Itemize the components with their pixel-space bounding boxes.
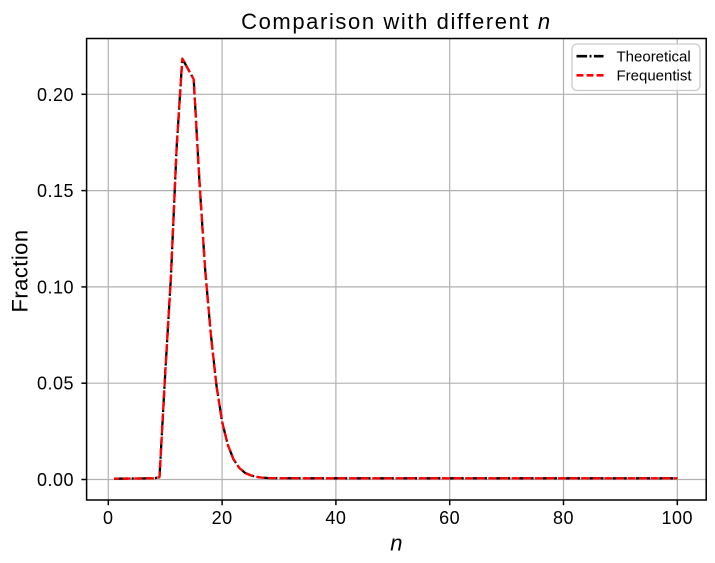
svg-text:40: 40 [325, 508, 346, 528]
svg-text:0.15: 0.15 [37, 181, 74, 201]
svg-text:20: 20 [212, 508, 233, 528]
svg-text:n: n [390, 530, 402, 555]
svg-text:100: 100 [662, 508, 694, 528]
svg-text:80: 80 [553, 508, 574, 528]
svg-text:0.00: 0.00 [37, 470, 74, 490]
svg-text:Fraction: Fraction [8, 229, 33, 312]
svg-text:Comparison with different n: Comparison with different n [241, 9, 552, 34]
svg-text:Frequentist: Frequentist [617, 68, 693, 85]
svg-text:0: 0 [103, 508, 114, 528]
svg-text:0.05: 0.05 [37, 374, 74, 394]
svg-text:0.20: 0.20 [37, 85, 74, 105]
svg-text:0.10: 0.10 [37, 277, 74, 297]
svg-text:60: 60 [439, 508, 460, 528]
svg-text:Theoretical: Theoretical [617, 48, 691, 65]
